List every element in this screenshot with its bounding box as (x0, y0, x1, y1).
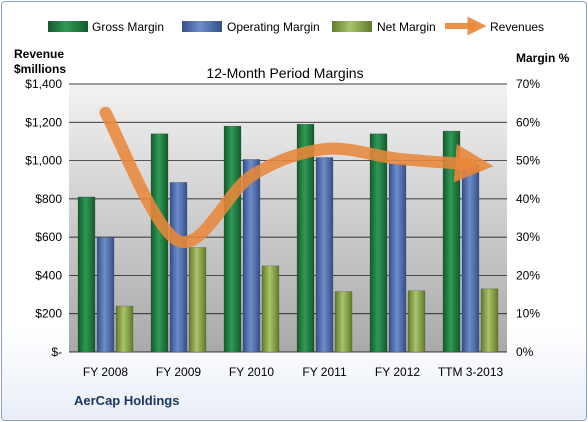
left-axis-ticks: $- $200 $400 $600 $800 $1,000 $1,200 $1,400 (25, 77, 62, 359)
legend: Gross Margin Operating Margin Net Margin… (48, 16, 544, 36)
bar-operating-margin (315, 157, 334, 353)
right-axis-ticks: 0% 10% 20% 30% 40% 50% 60% 70% (516, 77, 540, 359)
bar-gross-margin (223, 125, 242, 353)
right-tick-label: 10% (516, 307, 540, 321)
bar-gross-margin (442, 130, 461, 353)
bar-gross-margin (77, 196, 96, 353)
legend-operating-margin-swatch (182, 21, 222, 32)
legend-gross-margin-swatch (48, 21, 88, 32)
bar-net-margin (115, 305, 134, 353)
left-tick-label: $800 (35, 192, 62, 206)
bar-gross-margin (369, 133, 388, 353)
revenues-line-path (99, 106, 494, 249)
legend-revenues-label: Revenues (490, 20, 544, 34)
left-axis-title-line2: $millions (14, 62, 66, 76)
bar-net-margin (188, 247, 207, 353)
plot-area (69, 84, 507, 352)
legend-operating-margin-label: Operating Margin (227, 20, 320, 34)
company-name: AerCap Holdings (74, 393, 179, 408)
bar-gross-margin (296, 123, 315, 353)
right-tick-label: 0% (516, 345, 534, 359)
left-tick-label: $200 (35, 307, 62, 321)
right-tick-label: 70% (516, 77, 540, 91)
left-tick-label: $1,400 (25, 77, 62, 91)
chart-title: 12-Month Period Margins (206, 65, 363, 81)
category-label: TTM 3-2013 (438, 365, 504, 379)
right-tick-label: 40% (516, 192, 540, 206)
left-tick-label: $- (51, 345, 62, 359)
left-tick-label: $600 (35, 230, 62, 244)
bar-operating-margin (242, 159, 261, 353)
revenues-line (99, 106, 494, 249)
bar-net-margin (261, 265, 280, 353)
bar-net-margin (334, 291, 353, 353)
bar-operating-margin (388, 163, 407, 353)
left-tick-label: $1,200 (25, 115, 62, 129)
legend-gross-margin-label: Gross Margin (92, 20, 164, 34)
left-axis-title-line1: Revenue (14, 47, 64, 61)
right-tick-label: 50% (516, 154, 540, 168)
legend-net-margin-label: Net Margin (377, 20, 436, 34)
category-label: FY 2008 (83, 365, 128, 379)
category-labels: FY 2008 FY 2009 FY 2010 FY 2011 FY 2012 TTM 3… (83, 365, 504, 379)
category-label: FY 2012 (375, 365, 420, 379)
right-tick-label: 30% (516, 230, 540, 244)
right-axis-title: Margin % (516, 51, 570, 65)
bar-operating-margin (96, 236, 115, 353)
bar-operating-margin (461, 164, 480, 353)
left-tick-label: $400 (35, 268, 62, 282)
bar-net-margin (480, 288, 499, 353)
right-tick-label: 20% (516, 268, 540, 282)
bar-net-margin (407, 290, 426, 353)
bar-gross-margin (150, 133, 169, 353)
category-label: FY 2011 (302, 365, 347, 379)
right-tick-label: 60% (516, 115, 540, 129)
bars (77, 123, 499, 353)
left-tick-label: $1,000 (25, 154, 62, 168)
category-label: FY 2009 (156, 365, 201, 379)
category-label: FY 2010 (229, 365, 274, 379)
legend-net-margin-swatch (332, 21, 372, 32)
bar-operating-margin (169, 182, 188, 353)
